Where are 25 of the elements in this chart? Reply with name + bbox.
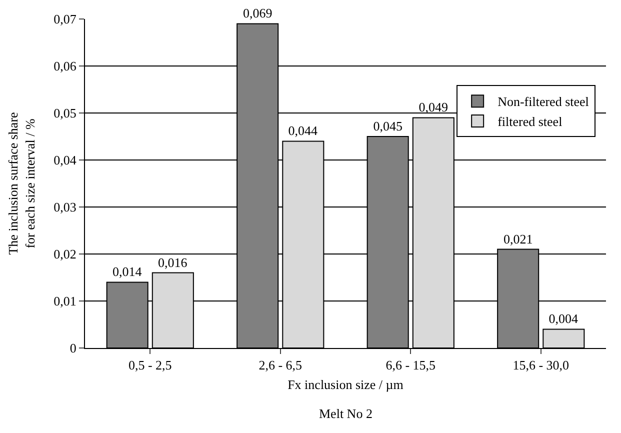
x-axis-title: Fx inclusion size / µm bbox=[288, 377, 404, 392]
data-label: 0,004 bbox=[548, 311, 579, 326]
data-label: 0,049 bbox=[418, 100, 448, 115]
y-tick-label: 0,02 bbox=[54, 246, 76, 262]
data-label: 0,045 bbox=[373, 118, 402, 134]
x-tick-label: 15,6 - 30,0 bbox=[512, 358, 570, 373]
y-tick-label: 0,03 bbox=[54, 200, 76, 215]
data-label: 0,069 bbox=[242, 6, 272, 21]
data-label: 0,014 bbox=[112, 264, 142, 280]
x-tick-label: 0,5 - 2,5 bbox=[128, 358, 172, 373]
data-label: 0,021 bbox=[503, 231, 533, 246]
y-tick-label: 0,04 bbox=[54, 152, 77, 168]
data-label: 0,044 bbox=[288, 123, 318, 138]
text: Melt No 2 bbox=[319, 406, 372, 421]
data-label: 0,016 bbox=[158, 254, 188, 270]
y-tick-label: 0 bbox=[70, 340, 76, 356]
y-tick-label: 0,01 bbox=[54, 294, 76, 309]
x-tick-label: 6,6 - 15,5 bbox=[386, 358, 436, 373]
y-tick-label: 0,07 bbox=[54, 12, 77, 27]
x-tick-label: 2,6 - 6,5 bbox=[258, 358, 302, 373]
y-tick-label: 0,06 bbox=[54, 58, 77, 74]
legend-label: filtered steel bbox=[498, 114, 563, 130]
y-tick-label: 0,05 bbox=[54, 106, 76, 121]
legend-label: Non-filtered steel bbox=[498, 94, 590, 110]
y-axis-title: The inclusion surface share for each size interval / % bbox=[6, 112, 38, 255]
